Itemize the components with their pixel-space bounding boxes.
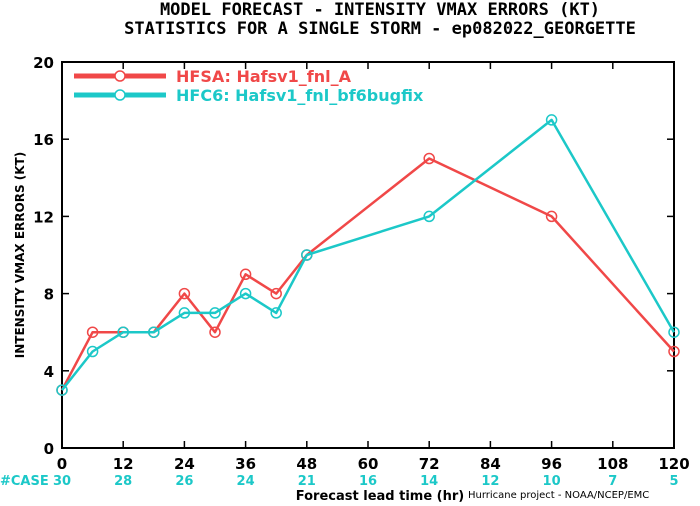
data-point: [117, 326, 129, 338]
case-count: 12: [481, 474, 499, 489]
x-axis-label: Forecast lead time (hr): [296, 489, 464, 504]
x-tick-label: 24: [174, 455, 195, 473]
x-tick-label: 12: [113, 455, 134, 473]
case-count-label: #CASE: [0, 474, 49, 489]
data-point: [148, 326, 160, 338]
data-point: [301, 249, 313, 261]
legend-label: HFSA: Hafsv1_fnl_A: [176, 67, 352, 86]
x-tick-label: 60: [358, 455, 379, 473]
series-2: [56, 114, 680, 396]
case-counts: #CASE 30 28 26 24 21 16 14 12 10 7 5: [0, 474, 679, 489]
data-point: [178, 307, 191, 319]
data-point: [545, 210, 558, 223]
y-axis-label: INTENSITY VMAX ERRORS (KT): [13, 152, 27, 358]
case-count: 26: [175, 474, 193, 489]
series-1: [56, 152, 680, 396]
data-point: [668, 326, 680, 338]
data-point: [86, 345, 99, 358]
footer-credit: Hurricane project - NOAA/NCEP/EMC: [468, 490, 650, 501]
data-point: [423, 152, 435, 165]
series-line: [60, 157, 675, 391]
x-tick-label: 0: [57, 455, 67, 473]
x-tick-label: 48: [296, 455, 317, 473]
x-tick-label: 36: [235, 455, 256, 473]
legend-swatch-marker: [114, 89, 126, 101]
case-count: 24: [237, 474, 255, 489]
data-point: [668, 345, 680, 358]
x-tick-label: 72: [419, 455, 440, 473]
data-point: [178, 287, 191, 300]
data-point: [270, 307, 282, 319]
y-tick-label: 8: [44, 286, 54, 304]
case-count: 5: [669, 474, 678, 489]
plot-frame: [61, 61, 675, 449]
y-tick-label: 0: [44, 440, 54, 458]
x-tick-label: 84: [480, 455, 501, 473]
data-point: [423, 210, 435, 223]
y-tick-label: 4: [44, 363, 54, 381]
chart-title: MODEL FORECAST - INTENSITY VMAX ERRORS (…: [159, 0, 601, 20]
legend-label: HFC6: Hafsv1_fnl_bf6bugfix: [176, 86, 424, 105]
case-count: 21: [298, 474, 316, 489]
x-tick-label: 108: [597, 455, 628, 473]
data-point: [209, 307, 221, 319]
series-line: [61, 118, 676, 391]
case-count: 28: [114, 474, 132, 489]
data-point: [86, 326, 99, 338]
data-point: [239, 287, 252, 300]
data-point: [270, 287, 282, 300]
x-tick-label: 96: [541, 455, 562, 473]
series-layer: [56, 114, 680, 396]
case-count: 14: [420, 474, 438, 489]
case-count: 16: [359, 474, 377, 489]
case-count: 7: [608, 474, 617, 489]
chart-subtitle: STATISTICS FOR A SINGLE STORM - ep082022…: [124, 19, 636, 39]
y-tick-label: 20: [33, 54, 54, 72]
axes: 0 12 24 36 48 60 72 84 96 108 120048121620Forecast…: [13, 54, 690, 504]
data-point: [209, 326, 221, 338]
legend-swatch-marker: [114, 70, 126, 82]
case-count: 10: [543, 474, 561, 489]
data-point: [239, 268, 252, 281]
case-count: 30: [53, 474, 71, 489]
y-tick-label: 12: [33, 208, 54, 226]
data-point: [56, 384, 68, 396]
x-tick-label: 120: [658, 455, 689, 473]
y-tick-label: 16: [33, 131, 54, 149]
data-point: [545, 114, 558, 126]
